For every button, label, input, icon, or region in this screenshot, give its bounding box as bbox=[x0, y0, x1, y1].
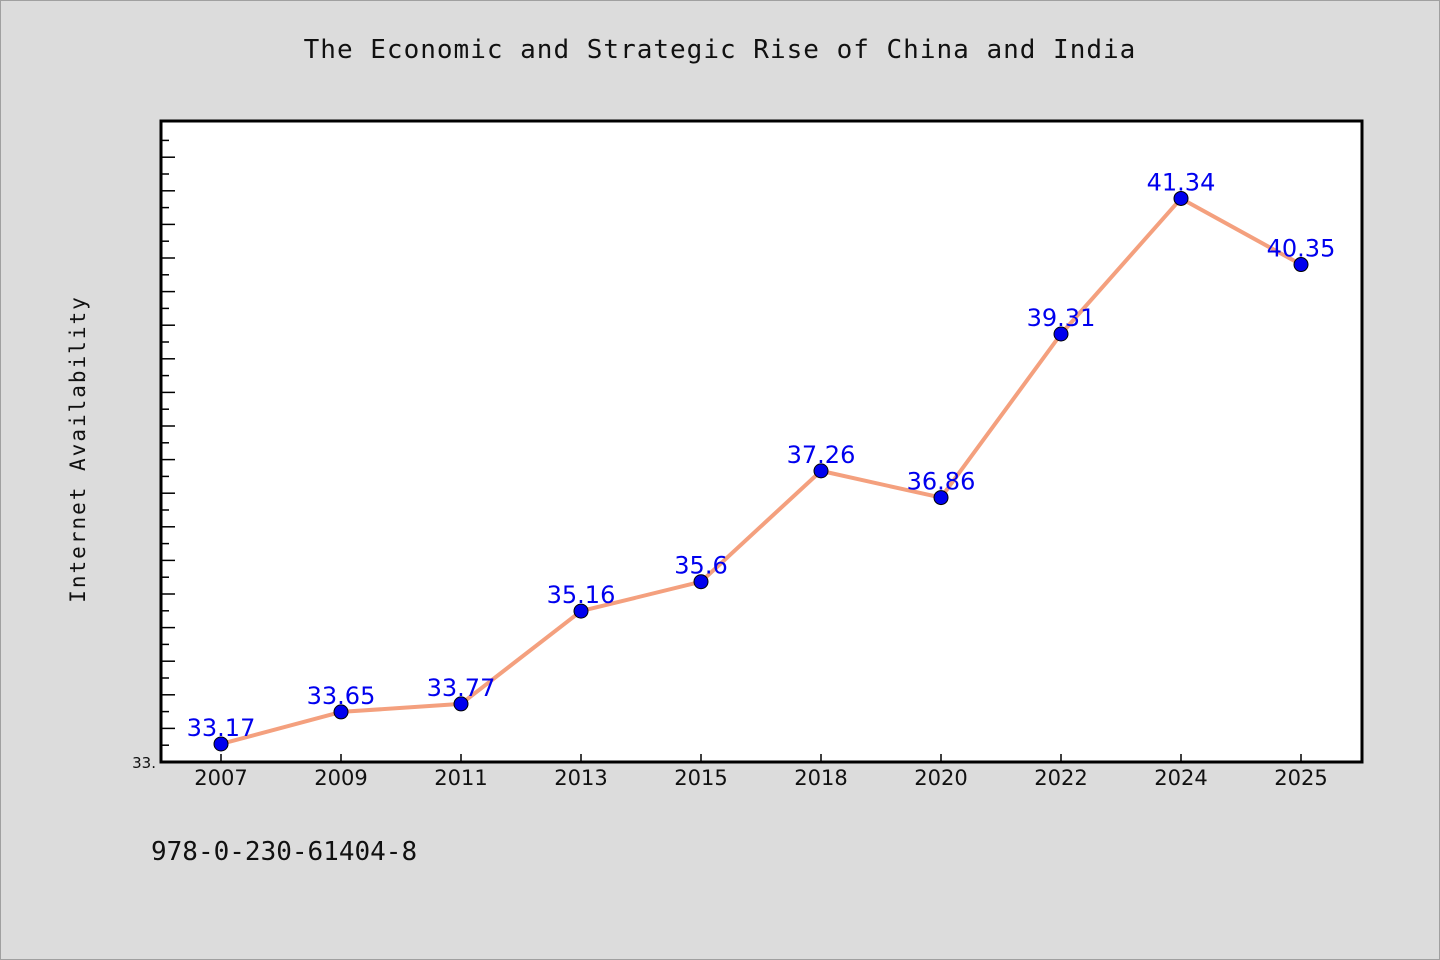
data-label: 33.17 bbox=[187, 714, 256, 742]
data-labels: 33.17 33.65 33.77 35.16 35.6 37.26 36.86 39.31 4… bbox=[187, 168, 1336, 742]
y-ticks bbox=[161, 139, 175, 763]
x-tick-label: 2024 bbox=[1154, 766, 1207, 790]
x-tick-label: 2013 bbox=[554, 766, 607, 790]
series-line bbox=[220, 196, 1302, 746]
data-label: 33.77 bbox=[427, 674, 496, 702]
data-point bbox=[213, 736, 229, 752]
x-tick-label: 2018 bbox=[794, 766, 847, 790]
x-tick-label: 2020 bbox=[914, 766, 967, 790]
data-point bbox=[813, 463, 829, 479]
x-tick-label: 2007 bbox=[194, 766, 247, 790]
data-point bbox=[573, 603, 589, 619]
data-label: 35.6 bbox=[674, 552, 727, 580]
data-point bbox=[333, 704, 349, 720]
data-point bbox=[693, 574, 709, 590]
data-point bbox=[453, 696, 469, 712]
isbn-code: 978-0-230-61404-8 bbox=[151, 837, 418, 867]
data-point bbox=[1173, 190, 1189, 206]
data-label: 35.16 bbox=[547, 581, 616, 609]
data-point bbox=[933, 490, 949, 506]
x-tick-label: 2011 bbox=[434, 766, 487, 790]
data-label: 40.35 bbox=[1267, 235, 1336, 263]
data-label: 39.31 bbox=[1027, 304, 1096, 332]
x-tick-label: 2025 bbox=[1274, 766, 1327, 790]
data-point bbox=[1053, 326, 1069, 342]
data-label: 37.26 bbox=[787, 441, 856, 469]
data-point bbox=[1293, 257, 1309, 273]
data-label: 33.65 bbox=[307, 682, 376, 710]
y-tick-label: 33. bbox=[132, 754, 156, 772]
x-tick-label: 2015 bbox=[674, 766, 727, 790]
plot-area bbox=[159, 119, 1364, 764]
x-tick-label: 2009 bbox=[314, 766, 367, 790]
data-label: 36.86 bbox=[907, 468, 976, 496]
x-ticks: 2007 2009 2011 2013 2015 2018 2020 2022 2024 2025 bbox=[194, 754, 1328, 790]
markers bbox=[213, 190, 1309, 752]
x-tick-label: 2022 bbox=[1034, 766, 1087, 790]
chart-title: The Economic and Strategic Rise of China… bbox=[303, 35, 1137, 65]
data-label: 41.34 bbox=[1147, 168, 1216, 196]
